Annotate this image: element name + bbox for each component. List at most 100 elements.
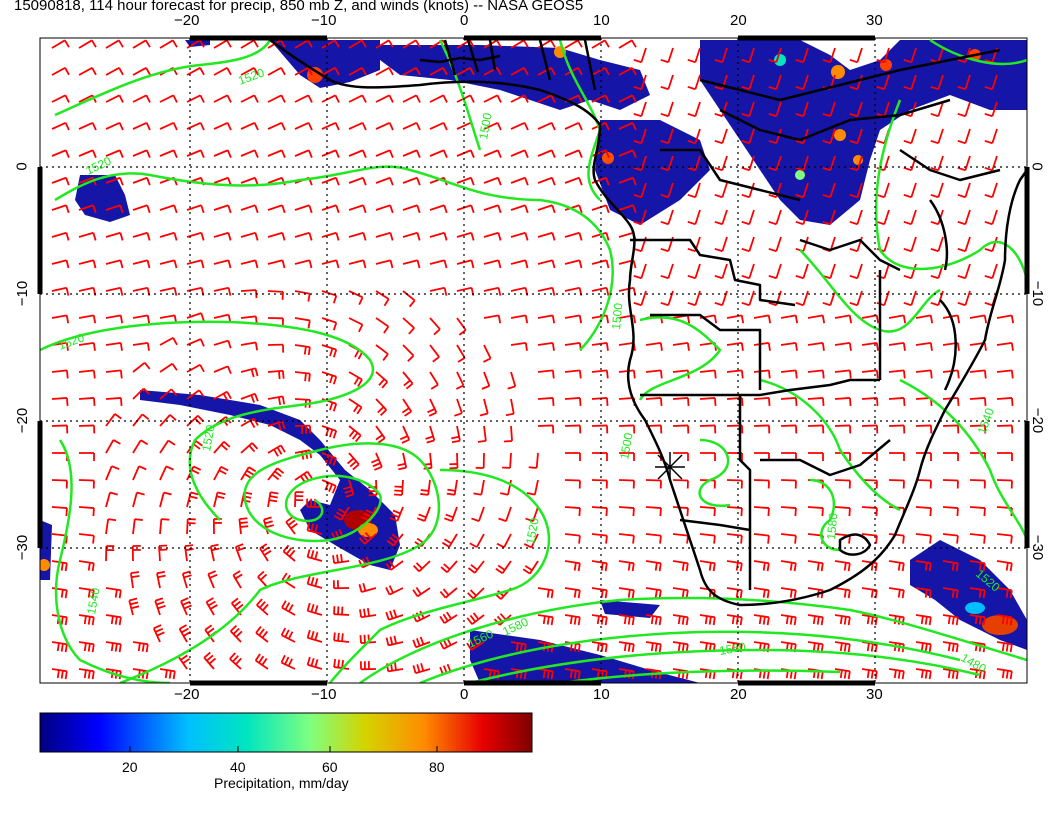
wind-barb-feather: [551, 204, 556, 214]
wind-barb-feather: [633, 139, 642, 145]
wind-barb-feather: [154, 597, 164, 602]
wind-barb-feather: [469, 589, 477, 597]
wind-barb-feather: [331, 485, 337, 494]
wind-barb: [128, 600, 134, 616]
wind-barb-feather: [416, 204, 421, 214]
wind-barb: [402, 398, 413, 413]
wind-barb: [51, 397, 68, 400]
wind-barb-feather: [109, 491, 118, 496]
wind-barb: [672, 479, 689, 482]
wind-barb-feather: [388, 94, 394, 103]
wind-barb: [456, 317, 467, 331]
wind-barb-feather: [158, 544, 168, 547]
wind-barb-feather: [248, 445, 256, 453]
wind-barb: [348, 371, 363, 381]
wind-barb: [564, 149, 580, 157]
wind-barb-feather: [687, 301, 696, 307]
wind-barb-feather: [232, 655, 239, 663]
wind-barb: [991, 128, 998, 144]
wind-barb-feather: [454, 412, 463, 417]
wind-barb-feather: [280, 122, 286, 131]
wind-barb: [996, 614, 1012, 619]
wind-barb-feather: [631, 67, 637, 76]
wind-barb-feather: [253, 94, 259, 103]
wind-barb-feather: [866, 615, 870, 625]
wind-barb-feather: [605, 149, 610, 158]
wind-barb: [186, 363, 201, 373]
wind-barb-feather: [173, 149, 178, 158]
wind-barb: [667, 155, 674, 171]
wind-barb: [910, 182, 917, 198]
wind-barb-feather: [714, 397, 717, 406]
wind-barb-feather: [229, 652, 236, 660]
wind-barb-feather: [333, 659, 337, 668]
wind-barb: [348, 39, 363, 49]
wind-barb: [294, 470, 308, 481]
wind-barb-feather: [65, 508, 68, 517]
wind-barb-feather: [234, 573, 243, 580]
wind-barb: [105, 369, 122, 373]
wind-barb-feather: [199, 67, 205, 76]
wind-barb: [667, 182, 674, 198]
wind-barb-feather: [930, 166, 939, 172]
wind-barb-feather: [714, 193, 723, 199]
wind-barb-feather: [766, 617, 770, 626]
wind-barb-feather: [119, 260, 124, 269]
wind-barb-feather: [654, 616, 658, 625]
wind-barb-feather: [284, 629, 290, 638]
wind-barb-feather: [303, 473, 310, 481]
wind-barb: [213, 441, 225, 454]
wind-barb-feather: [523, 671, 527, 680]
wind-barb-feather: [848, 535, 851, 544]
wind-barb: [348, 259, 364, 265]
wind-barb: [321, 317, 337, 324]
wind-barb: [564, 506, 581, 509]
wind-barb: [640, 155, 647, 171]
wind-barb-feather: [633, 85, 642, 91]
wind-barb: [564, 479, 581, 482]
wind-barb: [186, 389, 200, 400]
wind-barb: [78, 641, 94, 646]
wind-barb: [753, 614, 769, 619]
wind-barb: [726, 614, 742, 619]
wind-barb: [446, 560, 458, 573]
wind-barb: [618, 587, 634, 592]
wind-barb-feather: [848, 508, 851, 517]
wind-barb-feather: [947, 615, 951, 625]
wind-barb-feather: [83, 642, 87, 652]
wind-barb: [450, 506, 458, 522]
wind-barb-feather: [573, 589, 577, 598]
wind-barb-feather: [170, 388, 178, 396]
wind-barb-feather: [254, 342, 259, 351]
wind-barb-feather: [87, 589, 91, 598]
wind-barb-feather: [497, 564, 506, 571]
wind-barb: [829, 290, 836, 306]
wind-barb-feather: [282, 370, 285, 379]
wind-barb-feather: [60, 670, 64, 679]
wind-barb-feather: [1001, 642, 1005, 652]
wind-barb: [802, 263, 809, 279]
wind-barb: [321, 371, 337, 378]
wind-barb-feather: [171, 363, 178, 371]
wind-barb-feather: [741, 247, 750, 253]
wind-barb-feather: [578, 204, 583, 214]
wind-barb-feather: [118, 122, 124, 131]
wind-barb-feather: [419, 636, 425, 645]
wind-barb: [883, 47, 890, 63]
wind-barb-feather: [467, 567, 476, 574]
wind-barb: [618, 204, 634, 211]
wind-barb-feather: [524, 315, 529, 324]
wind-barb-feather: [714, 58, 723, 64]
wind-barb: [910, 74, 917, 90]
wind-barb-feather: [310, 657, 315, 667]
wind-barb-feather: [303, 346, 307, 355]
wind-barb: [856, 182, 863, 198]
wind-barb-feather: [956, 508, 959, 517]
wind-barb-feather: [687, 397, 690, 406]
wind-barb: [159, 286, 175, 292]
wind-barb-feather: [118, 39, 124, 48]
wind-barb-feather: [227, 149, 232, 158]
wind-barb: [856, 47, 863, 63]
wind-barb-feather: [605, 287, 610, 296]
wind-barb-feather: [332, 555, 336, 564]
